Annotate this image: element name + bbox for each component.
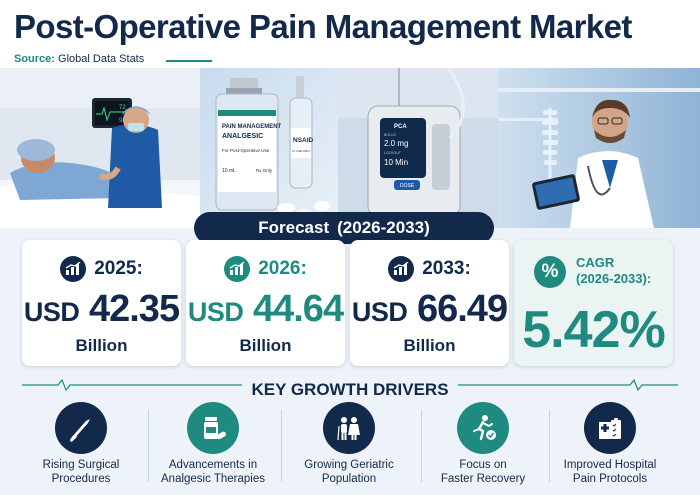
card-year: 2025: bbox=[94, 258, 143, 279]
cagr-label: CAGR (2026-2033): bbox=[576, 255, 651, 287]
driver-label: Improved Hospital Pain Protocols bbox=[550, 458, 670, 486]
driver-label-line: Population bbox=[321, 473, 377, 485]
vial-label-line-5: Rx Only bbox=[256, 168, 273, 173]
card-value: USD 44.64 bbox=[186, 288, 345, 331]
pump-screen-bolus: BOLUS bbox=[384, 133, 397, 137]
vial-label-line-4: 10 mL bbox=[222, 168, 236, 174]
source-line: Source: Global Data Stats bbox=[14, 53, 144, 65]
vial-label-line-2: ANALGESIC bbox=[222, 133, 263, 140]
card-2025-head: 2025: bbox=[22, 256, 181, 282]
heartbeat-line-left bbox=[22, 378, 242, 392]
cagr-label-line-1: CAGR bbox=[576, 255, 615, 270]
card-2026-head: 2026: bbox=[186, 256, 345, 282]
card-2033: 2033: USD 66.49 Billion bbox=[350, 240, 509, 366]
driver-label: Rising Surgical Procedures bbox=[21, 458, 141, 486]
patient-nurse-photo: 72 98 bbox=[0, 68, 200, 228]
hospital-clipboard-icon bbox=[584, 402, 636, 454]
pump-screen-time: 10 Min bbox=[384, 158, 408, 167]
card-2026: 2026: USD 44.64 Billion bbox=[186, 240, 345, 366]
doctor-tablet-photo bbox=[498, 68, 700, 228]
growth-chart-icon bbox=[224, 256, 251, 282]
driver-item: Rising Surgical Procedures bbox=[21, 402, 141, 486]
driver-label-line: Faster Recovery bbox=[440, 473, 526, 485]
driver-label-line: Analgesic Therapies bbox=[161, 473, 265, 485]
driver-label: Growing Geriatric Population bbox=[289, 458, 409, 486]
driver-label-line: Improved Hospital bbox=[563, 459, 657, 471]
driver-label-line: Advancements in bbox=[168, 459, 258, 471]
forecast-range: (2026-2033) bbox=[337, 218, 430, 237]
driver-label-line: Growing Geriatric bbox=[304, 459, 394, 471]
card-year: 2026: bbox=[258, 258, 307, 279]
pump-screen-title: PCA bbox=[394, 124, 407, 130]
card-2033-head: 2033: bbox=[350, 256, 509, 282]
card-2025: 2025: USD 42.35 Billion bbox=[22, 240, 181, 366]
card-amount: 42.35 bbox=[88, 288, 180, 330]
card-currency: USD bbox=[187, 297, 244, 327]
divider bbox=[148, 410, 149, 482]
pca-pump-photo: PCA BOLUS 2.0 mg LOCKOUT 10 Min DOSE bbox=[338, 68, 498, 228]
pump-screen-dose: 2.0 mg bbox=[384, 139, 408, 148]
driver-label: Advancements in Analgesic Therapies bbox=[153, 458, 273, 486]
drivers-title: KEY GROWTH DRIVERS bbox=[251, 380, 449, 399]
card-currency: USD bbox=[351, 297, 408, 327]
monitor-hr: 72 bbox=[119, 105, 126, 111]
driver-item: Growing Geriatric Population bbox=[289, 402, 409, 486]
forecast-banner: Forecast (2026-2033) bbox=[194, 212, 494, 244]
cagr-value: 5.42% bbox=[522, 301, 665, 359]
card-value: USD 66.49 bbox=[350, 288, 509, 331]
pill-bottle-icon bbox=[187, 402, 239, 454]
page-title: Post-Operative Pain Management Market bbox=[14, 8, 632, 45]
vial-label-line-1: PAIN MANAGEMENT bbox=[222, 124, 282, 130]
growth-chart-icon bbox=[60, 256, 87, 282]
elderly-couple-icon bbox=[323, 402, 375, 454]
divider bbox=[549, 410, 550, 482]
driver-item: Focus on Faster Recovery bbox=[423, 402, 543, 486]
card-amount: 44.64 bbox=[252, 288, 344, 330]
source-value: Global Data Stats bbox=[58, 53, 145, 65]
growth-chart-icon bbox=[388, 256, 415, 282]
card-unit: Billion bbox=[75, 336, 128, 355]
photo-strip: 72 98 PAIN MA bbox=[0, 68, 700, 228]
card-cagr: % CAGR (2026-2033): 5.42% bbox=[514, 240, 673, 366]
card-amount: 66.49 bbox=[416, 288, 508, 330]
pump-dose-button: DOSE bbox=[400, 183, 415, 189]
card-value: USD 42.35 bbox=[22, 288, 181, 331]
header: Post-Operative Pain Management Market So… bbox=[0, 0, 700, 68]
card-year: 2033: bbox=[422, 258, 471, 279]
monitor-spo2: 98 bbox=[119, 118, 126, 124]
driver-label: Focus on Faster Recovery bbox=[423, 458, 543, 486]
source-label: Source: bbox=[14, 53, 55, 65]
source-underline bbox=[166, 60, 212, 62]
driver-label-line: Procedures bbox=[51, 473, 111, 485]
driver-item: Improved Hospital Pain Protocols bbox=[550, 402, 670, 486]
driver-label-line: Focus on bbox=[459, 459, 507, 471]
card-unit: Billion bbox=[239, 336, 292, 355]
driver-label-line: Rising Surgical bbox=[42, 459, 120, 471]
driver-label-line: Pain Protocols bbox=[572, 473, 648, 485]
nsaid-sub: IV USE ONLY bbox=[292, 149, 311, 153]
vial-label-line-3: For Post-Operative Use bbox=[222, 148, 270, 153]
driver-item: Advancements in Analgesic Therapies bbox=[153, 402, 273, 486]
scalpel-icon bbox=[55, 402, 107, 454]
nsaid-label: NSAID bbox=[293, 137, 314, 144]
running-person-icon bbox=[457, 402, 509, 454]
heartbeat-line-right bbox=[458, 378, 678, 392]
card-unit: Billion bbox=[403, 336, 456, 355]
medication-vials-photo: PAIN MANAGEMENT ANALGESIC For Post-Opera… bbox=[200, 68, 338, 228]
divider bbox=[421, 410, 422, 482]
card-currency: USD bbox=[23, 297, 80, 327]
percent-icon: % bbox=[534, 256, 566, 288]
forecast-label: Forecast bbox=[258, 218, 330, 237]
pump-screen-lockout: LOCKOUT bbox=[384, 151, 402, 155]
cagr-label-line-2: (2026-2033): bbox=[576, 271, 652, 286]
divider bbox=[281, 410, 282, 482]
